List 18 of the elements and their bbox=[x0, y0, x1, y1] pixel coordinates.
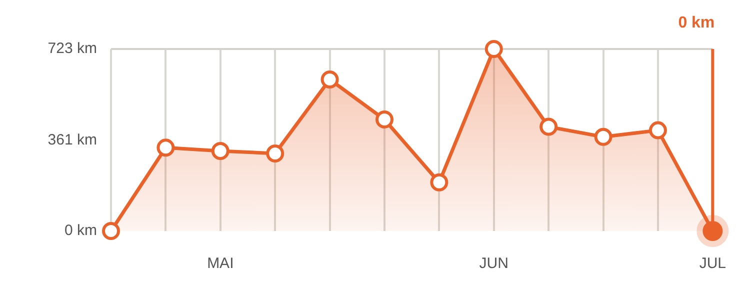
point bbox=[484, 40, 503, 58]
y-tick-label: 723 km bbox=[48, 40, 97, 58]
x-tick-label: JUL bbox=[699, 255, 726, 272]
point bbox=[320, 70, 339, 88]
point bbox=[102, 222, 120, 240]
y-tick-label: 361 km bbox=[48, 131, 97, 148]
y-tick-label: 0 km bbox=[64, 222, 97, 240]
point bbox=[430, 173, 448, 192]
point bbox=[266, 144, 284, 162]
point bbox=[594, 128, 612, 146]
point bbox=[648, 121, 667, 140]
ref-line-label: 0 km bbox=[678, 14, 715, 32]
x-tick-label: JUN bbox=[479, 255, 508, 272]
point bbox=[540, 118, 558, 136]
point bbox=[375, 110, 394, 128]
point bbox=[156, 138, 175, 157]
point bbox=[211, 142, 230, 160]
x-tick-label: MAI bbox=[207, 255, 234, 272]
